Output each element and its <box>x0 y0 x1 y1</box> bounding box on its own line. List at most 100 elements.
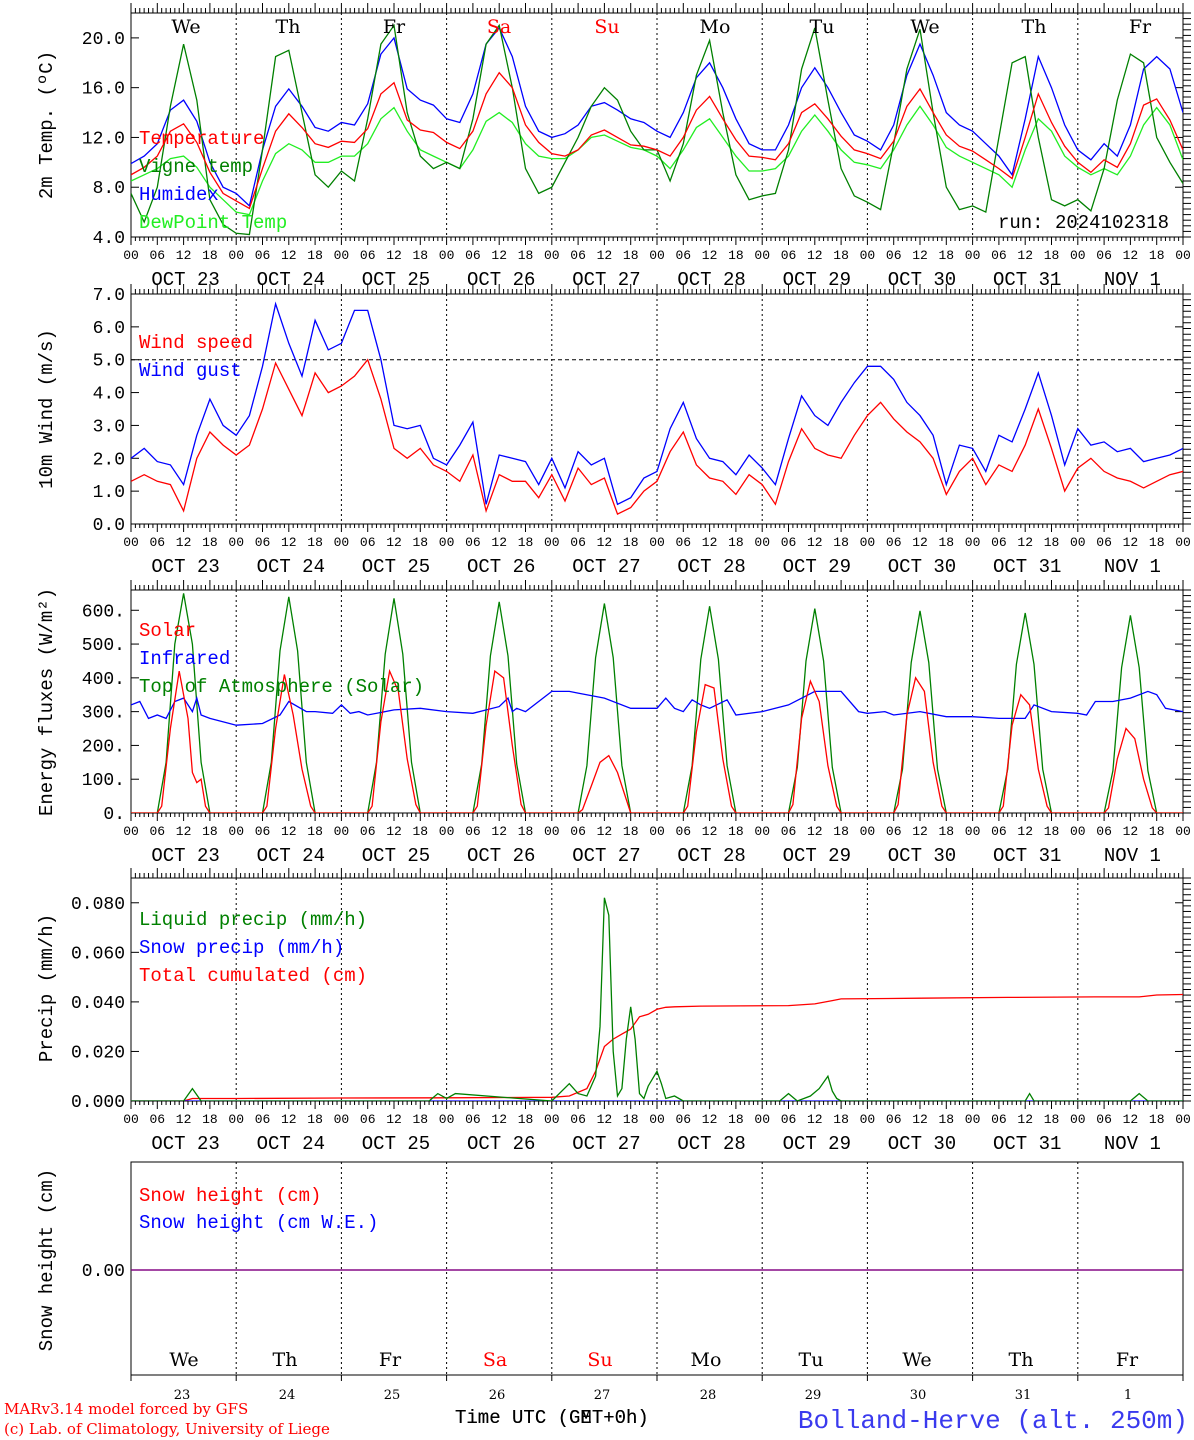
day-label: OCT 23 <box>151 556 219 578</box>
hour-tick-label: 12 <box>491 248 507 263</box>
hour-tick-label: 00 <box>439 248 455 263</box>
hour-tick-label: 12 <box>281 1112 297 1127</box>
day-label: OCT 23 <box>151 845 219 867</box>
weekday-label: Th <box>273 1349 298 1371</box>
hour-tick-label: 00 <box>649 1112 665 1127</box>
hour-tick-label: 12 <box>491 824 507 839</box>
hour-tick-label: 18 <box>1149 248 1165 263</box>
weekday-label: Su <box>594 16 619 38</box>
hour-tick-label: 18 <box>623 535 639 550</box>
hour-tick-label: 06 <box>255 535 271 550</box>
hour-tick-label: 00 <box>754 1112 770 1127</box>
hour-tick-label: 00 <box>123 248 139 263</box>
hour-tick-label: 18 <box>728 1112 744 1127</box>
hour-tick-label: 06 <box>465 535 481 550</box>
hour-tick-label: 18 <box>307 1112 323 1127</box>
hour-tick-label: 18 <box>938 824 954 839</box>
hour-tick-label: 18 <box>202 535 218 550</box>
hour-tick-label: 00 <box>649 824 665 839</box>
hour-tick-label: 18 <box>412 535 428 550</box>
day-number: 1 <box>1124 1388 1132 1403</box>
weekday-label: Th <box>276 16 301 38</box>
y-tick-label: 0. <box>103 805 125 825</box>
day-label: NOV 1 <box>1104 556 1161 578</box>
y-axis-label: Precip (mm/h) <box>36 914 58 1062</box>
day-number: 29 <box>805 1388 822 1403</box>
series-line-wind-speed <box>131 358 1183 516</box>
hour-tick-label: 18 <box>833 824 849 839</box>
day-label: OCT 27 <box>572 1133 640 1155</box>
hour-tick-label: 12 <box>1017 248 1033 263</box>
weekday-label: We <box>171 16 200 38</box>
hour-tick-label: 00 <box>1070 248 1086 263</box>
legend-entry: Snow precip (mm/h) <box>139 937 344 959</box>
hour-tick-label: 12 <box>386 535 402 550</box>
hour-tick-label: 18 <box>412 248 428 263</box>
hour-tick-label: 00 <box>544 248 560 263</box>
weekday-label: Mo <box>691 1349 722 1371</box>
series-line-total-cumulated-cm <box>131 993 1183 1101</box>
station-title: Bolland-Herve (alt. 250m) <box>798 1406 1188 1436</box>
weekday-labels-bottom: We Th Fr Sa Su Mo Tu We Th Fr <box>169 1349 1139 1371</box>
series-line-infrared <box>131 690 1183 726</box>
day-number: 28 <box>700 1388 717 1403</box>
day-label: OCT 27 <box>572 556 640 578</box>
weekday-label: We <box>169 1349 198 1371</box>
day-label: NOV 1 <box>1104 1133 1161 1155</box>
hour-tick-label: 12 <box>1017 535 1033 550</box>
hour-tick-label: 18 <box>1149 1112 1165 1127</box>
weekday-label: Fr <box>1129 16 1152 38</box>
hour-tick-label: 00 <box>544 535 560 550</box>
day-number: 26 <box>489 1388 506 1403</box>
day-label: OCT 30 <box>888 845 956 867</box>
hour-tick-label: 18 <box>1044 248 1060 263</box>
hour-tick-label: 18 <box>412 824 428 839</box>
hour-tick-label: 12 <box>176 824 192 839</box>
y-axis-label: Snow height (cm) <box>36 1169 58 1351</box>
hour-tick-label: 06 <box>255 824 271 839</box>
hour-tick-label: 12 <box>1123 824 1139 839</box>
weekday-label: We <box>910 16 939 38</box>
hour-tick-label: 12 <box>702 824 718 839</box>
weekday-label: We <box>902 1349 931 1371</box>
hour-tick-label: 06 <box>675 535 691 550</box>
hour-tick-label: 18 <box>623 248 639 263</box>
day-number: 24 <box>279 1388 296 1403</box>
hour-tick-label: 00 <box>1175 1112 1191 1127</box>
hour-tick-label: 00 <box>1175 824 1191 839</box>
hour-tick-label: 06 <box>886 824 902 839</box>
hour-tick-label: 18 <box>518 824 534 839</box>
y-tick-label: 12.0 <box>82 129 125 149</box>
hour-tick-label: 12 <box>807 1112 823 1127</box>
day-label: OCT 25 <box>362 845 430 867</box>
hour-tick-label: 06 <box>255 248 271 263</box>
hour-tick-label: 06 <box>149 1112 165 1127</box>
day-label: OCT 31 <box>993 845 1061 867</box>
hour-tick-label: 18 <box>307 248 323 263</box>
hour-tick-label: 06 <box>570 824 586 839</box>
hour-tick-label: 18 <box>412 1112 428 1127</box>
hour-tick-label: 00 <box>754 824 770 839</box>
y-tick-label: 0.0 <box>93 516 125 536</box>
hour-tick-label: 12 <box>912 824 928 839</box>
day-label: OCT 26 <box>467 1133 535 1155</box>
hour-tick-label: 06 <box>360 824 376 839</box>
hour-tick-label: 12 <box>176 535 192 550</box>
hour-tick-label: 06 <box>781 1112 797 1127</box>
hour-tick-label: 00 <box>228 248 244 263</box>
hour-tick-label: 12 <box>176 248 192 263</box>
hour-tick-label: 18 <box>623 824 639 839</box>
hour-tick-label: 18 <box>833 248 849 263</box>
legend-entry: Liquid precip (mm/h) <box>139 909 367 931</box>
y-tick-label: 7.0 <box>93 286 125 306</box>
hour-tick-label: 06 <box>991 824 1007 839</box>
hour-tick-label: 12 <box>807 248 823 263</box>
day-label: OCT 31 <box>993 1133 1061 1155</box>
hour-tick-label: 00 <box>1175 535 1191 550</box>
hour-tick-label: 12 <box>386 248 402 263</box>
hour-tick-label: 12 <box>597 1112 613 1127</box>
hour-tick-label: 18 <box>833 1112 849 1127</box>
day-label: OCT 25 <box>362 269 430 291</box>
legend-entry: Vigne temp <box>139 156 253 178</box>
